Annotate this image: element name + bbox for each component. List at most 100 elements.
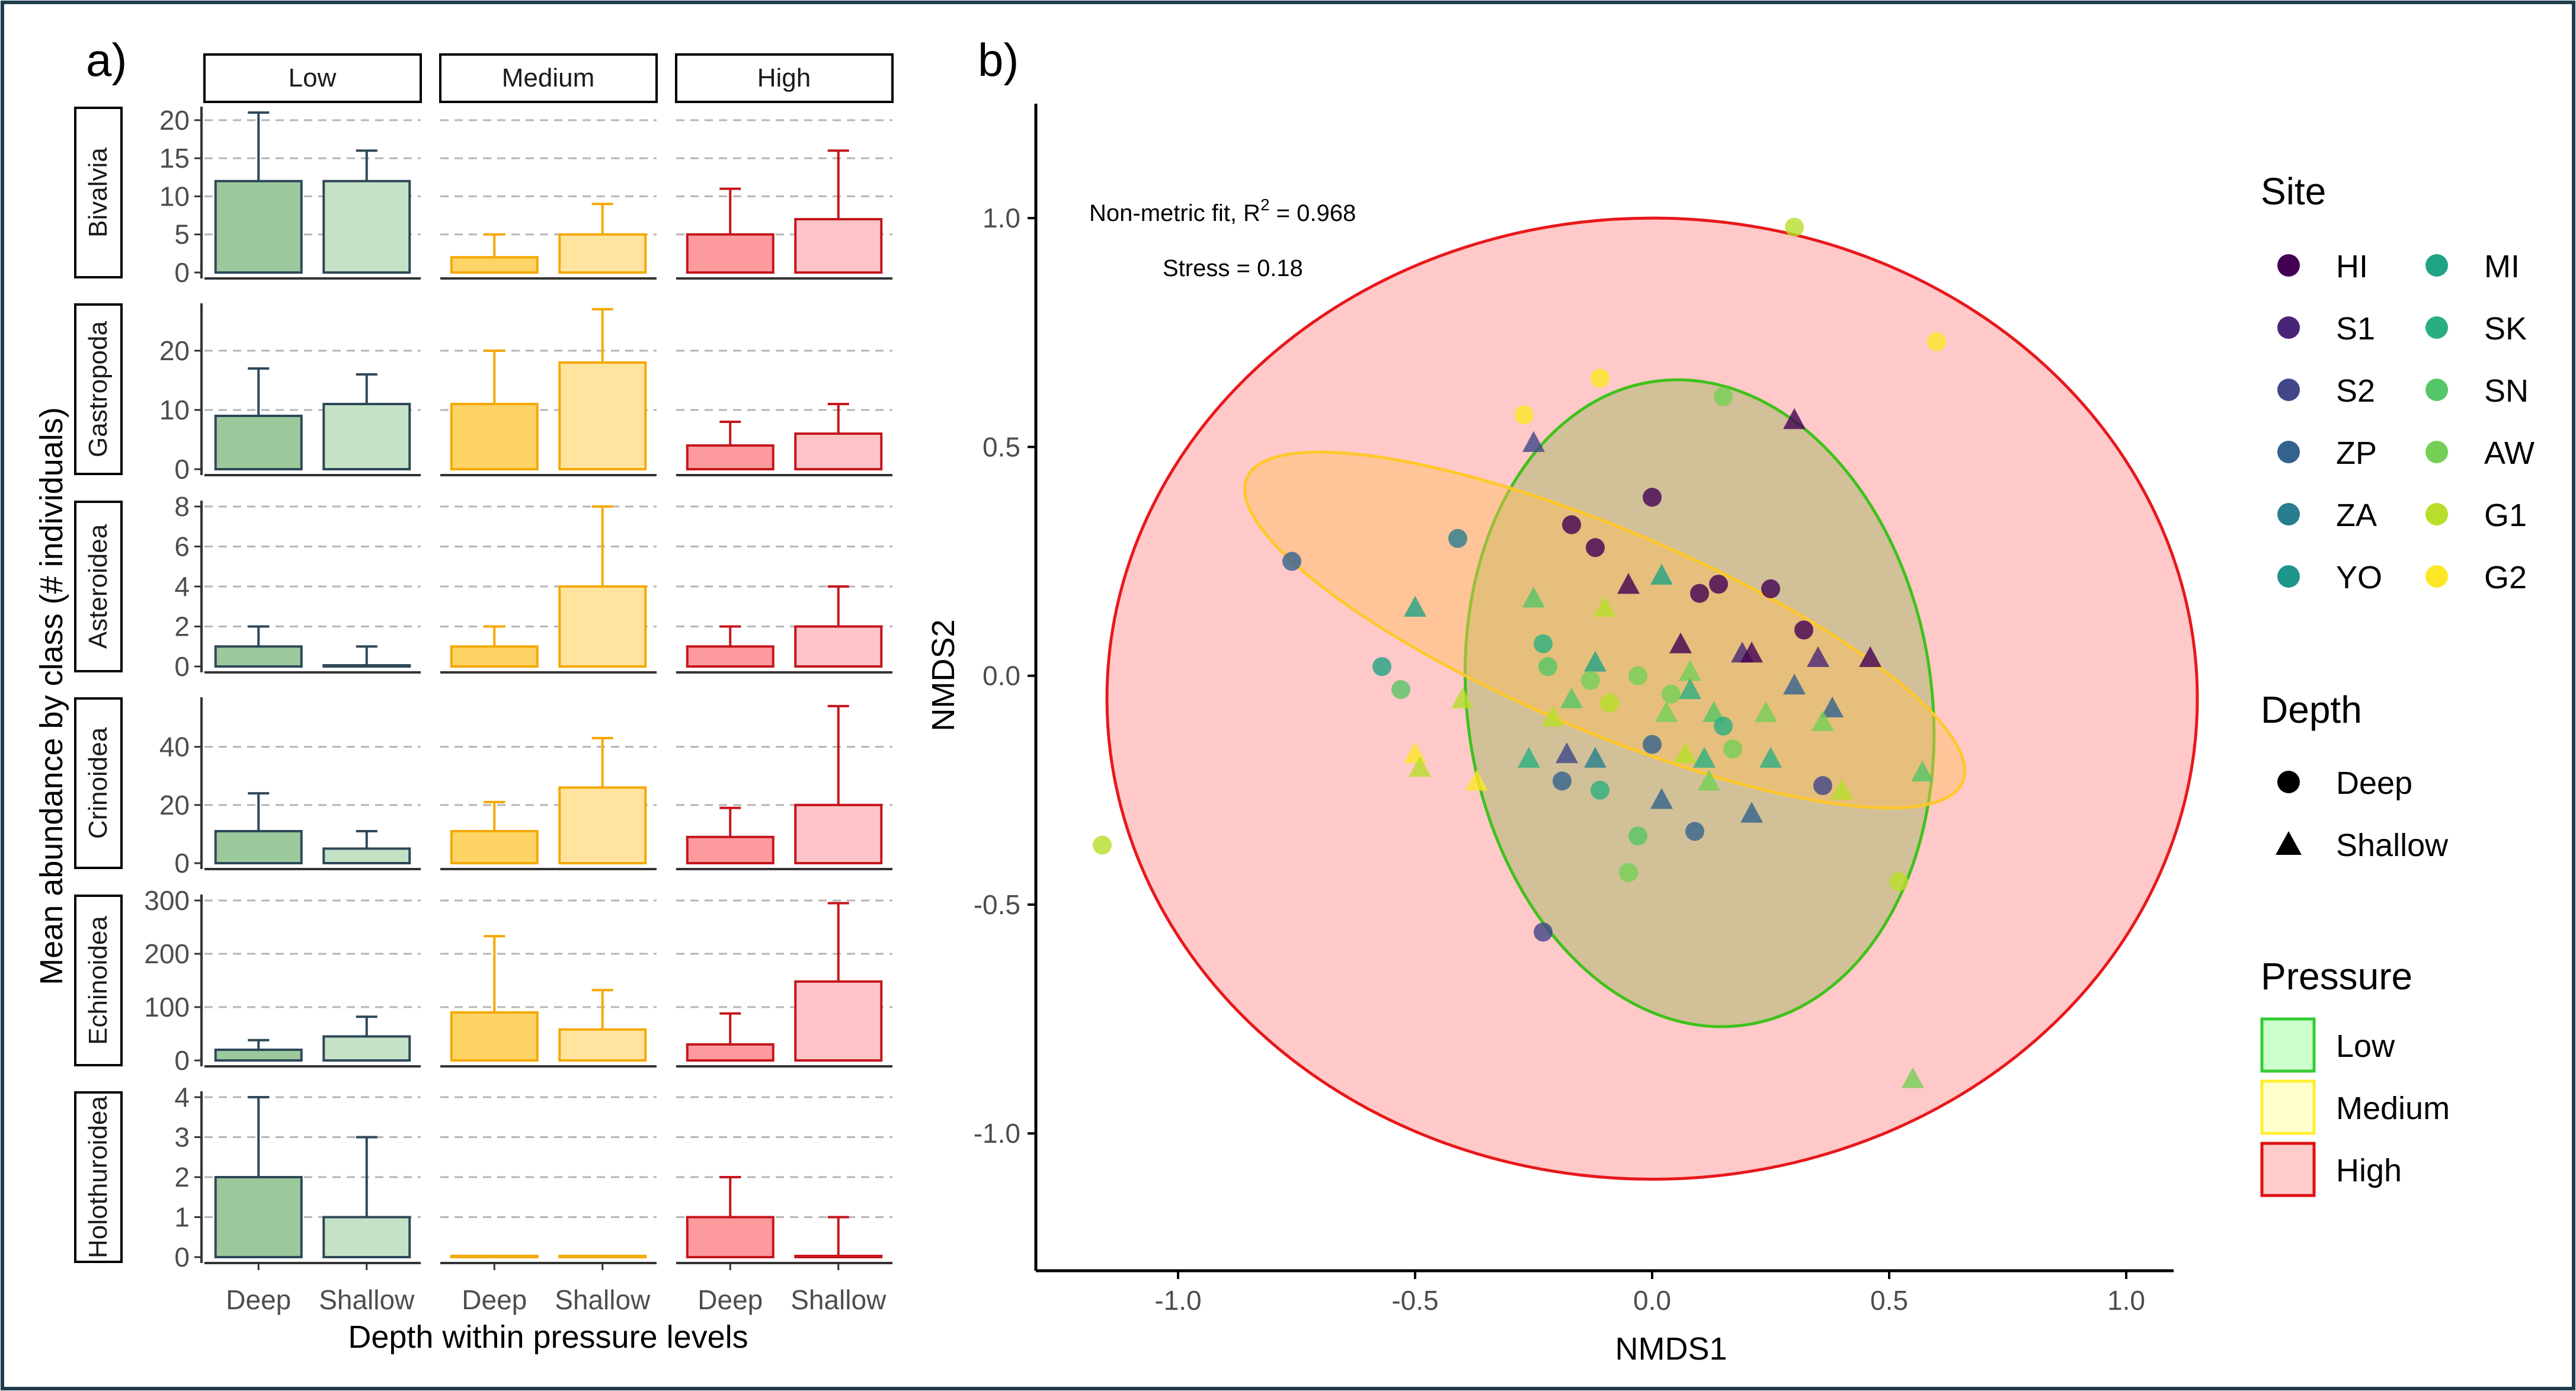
nmds-fit-annotation: Non-metric fit, R2 = 0.968 (1089, 195, 1356, 226)
facet-header-medium-box (439, 53, 658, 103)
bar-medium-shallow (558, 361, 647, 470)
nmds-point-hi-deep (1794, 620, 1813, 640)
nmds-point-sk-shallow (1679, 678, 1701, 700)
facet-header-low: Low (289, 63, 337, 92)
bar-high-deep (686, 645, 775, 668)
y-tick-label: 0 (174, 1242, 190, 1273)
nmds-x-tick-label: 0.5 (1870, 1285, 1908, 1316)
y-tick-label: 40 (159, 732, 190, 762)
bar-medium-shallow (558, 1028, 647, 1062)
facet-header-high: High (757, 63, 811, 92)
nmds-point-g1-shallow (1674, 742, 1697, 764)
row-strip-label: Crinoidea (84, 727, 113, 839)
row-strip-box-gastropoda (74, 303, 123, 475)
bar-medium-deep (450, 1011, 539, 1062)
bar-medium-shallow (558, 1255, 647, 1258)
bar-low-shallow (322, 847, 411, 865)
bar-chart-rows: Bivalvia05101520Gastropoda01020Asteroide… (74, 105, 892, 1315)
bar-high-deep (686, 835, 775, 865)
x-tick-label-shallow: Shallow (555, 1284, 651, 1315)
nmds-y-axis-title: NMDS2 (926, 619, 961, 731)
legend-pressure-label: High (2336, 1153, 2402, 1188)
legend-depth-title: Depth (2261, 688, 2362, 731)
bar-high-deep (686, 444, 775, 470)
row-strip-box-holothuroidea (74, 1091, 123, 1263)
row-strip-label: Bivalvia (84, 148, 113, 238)
nmds-point-g1-shallow (1593, 595, 1616, 617)
row-strip-label: Asteroidea (84, 524, 113, 649)
bar-high-shallow (794, 1255, 883, 1258)
y-tick-label: 1 (174, 1202, 190, 1233)
legend-site-label: G1 (2484, 498, 2527, 533)
bar-chart-x-axis-title: Depth within pressure levels (348, 1319, 748, 1355)
legend-depth-label: Shallow (2336, 828, 2449, 863)
y-tick-label: 4 (174, 571, 190, 602)
legend-site-marker-sn (2425, 379, 2448, 401)
nmds-point-sn-shallow (1522, 586, 1545, 608)
nmds-point-g1-deep (1093, 835, 1112, 855)
facet-header-high-box (675, 53, 894, 103)
legend-site-marker-za (2277, 503, 2300, 525)
nmds-point-mi-shallow (1404, 595, 1426, 617)
y-tick-label: 4 (174, 1082, 190, 1113)
legend-site-title: Site (2261, 170, 2326, 213)
row-strip-box-echinoidea (74, 895, 123, 1066)
bar-row-crinoidea: Crinoidea 0 20 40 (74, 697, 892, 879)
panel-a-bar-chart: a) Low Medium High Bivalvia05101520Gastr… (34, 34, 894, 1355)
y-tick-label: 0 (174, 454, 190, 485)
nmds-point-sk-deep (1714, 716, 1733, 736)
bar-medium-deep (450, 256, 539, 274)
nmds-fit-exponent: 2 (1260, 195, 1270, 214)
panel-b-nmds-plot: b) -1.0 -0.5 0.0 0.5 1.0 -1.0 -0.5 0.0 0.5 1.0 NM… (926, 34, 2199, 1367)
nmds-point-sk-shallow (1518, 746, 1540, 768)
row-strip-label: Holothuroidea (84, 1095, 113, 1258)
x-tick-label-shallow: Shallow (791, 1284, 887, 1315)
bar-medium-deep (450, 1255, 539, 1258)
bar-low-shallow (322, 403, 411, 470)
legend-site-label: HI (2336, 249, 2368, 284)
row-strip-label: Gastropoda (84, 321, 113, 457)
legend-depth-marker-deep (2277, 771, 2300, 793)
legend-site-marker-yo (2277, 565, 2300, 588)
nmds-point-hi-deep (1643, 488, 1662, 507)
bar-low-deep (214, 1176, 303, 1258)
y-tick-label: 20 (159, 105, 190, 136)
legend-site-marker-s2 (2277, 379, 2300, 401)
row-strip-box-bivalvia (74, 107, 123, 278)
nmds-point-aw-deep (1619, 863, 1638, 882)
nmds-point-sn-deep (1391, 680, 1410, 699)
legend-pressure-swatch-low (2260, 1017, 2316, 1073)
bar-low-shallow (322, 1035, 411, 1062)
x-tick-label-deep: Deep (462, 1284, 527, 1315)
x-tick-label-deep: Deep (226, 1284, 291, 1315)
bar-high-deep (686, 1043, 775, 1062)
nmds-point-sk-deep (1591, 780, 1609, 800)
facet-header-low-box (203, 53, 422, 103)
bar-row-asteroidea: Asteroidea 0 2 4 6 8 (74, 491, 892, 682)
y-tick-label: 0 (174, 1045, 190, 1076)
legend-pressure-swatch-high (2260, 1142, 2316, 1197)
nmds-point-g1-deep (1600, 694, 1619, 713)
nmds-y-tick-label: -0.5 (974, 889, 1020, 920)
nmds-point-aw-deep (1628, 666, 1647, 685)
bar-medium-shallow (558, 786, 647, 865)
bar-chart-y-axis-title: Mean abundance by class (# individuals) (34, 407, 69, 985)
legend-site-label: S2 (2336, 373, 2375, 409)
row-strip-box-asteroidea (74, 501, 123, 672)
nmds-point-s2-shallow (1522, 431, 1545, 452)
nmds-point-za-deep (1448, 528, 1467, 548)
nmds-point-g2-deep (1927, 332, 1946, 351)
nmds-point-mi-shallow (1650, 563, 1673, 585)
nmds-x-tick-label: 0.0 (1633, 1285, 1671, 1316)
bar-low-deep (214, 645, 303, 668)
legend-site-label: YO (2336, 560, 2382, 595)
bar-medium-shallow (558, 585, 647, 668)
nmds-point-g1-shallow (1409, 756, 1431, 777)
legend-site-label: SN (2484, 373, 2529, 409)
nmds-point-sn-shallow (1911, 760, 1934, 782)
legend-site-marker-aw (2425, 441, 2448, 463)
bar-high-shallow (794, 432, 883, 470)
bar-low-shallow (322, 1216, 411, 1258)
y-tick-label: 2 (174, 611, 190, 642)
y-tick-label: 20 (159, 790, 190, 821)
